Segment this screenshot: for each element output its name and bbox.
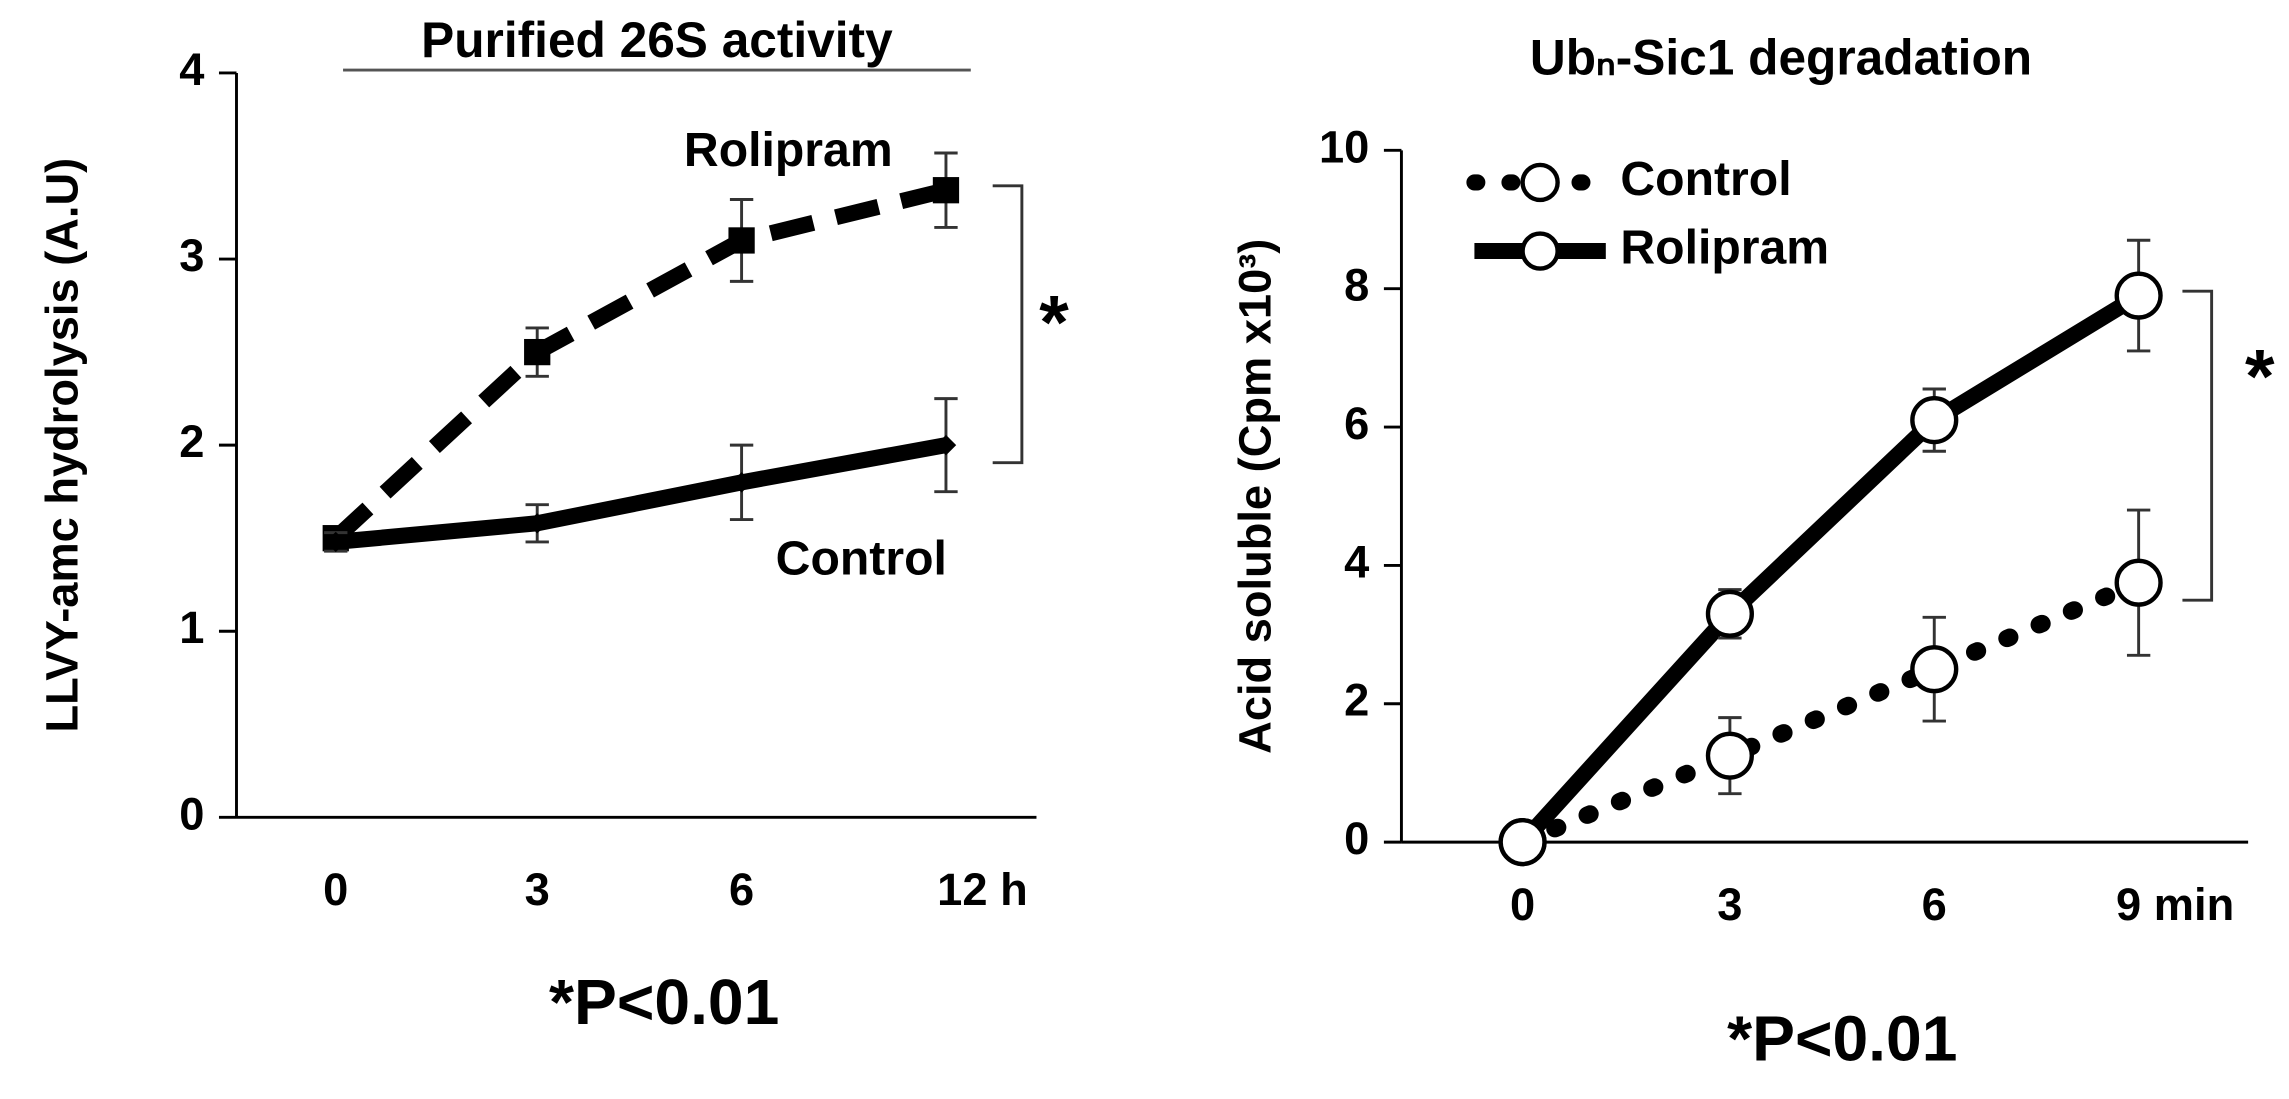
marker bbox=[2114, 271, 2163, 320]
series-line bbox=[335, 437, 948, 550]
marker bbox=[1705, 731, 1754, 780]
series-label: Rolipram bbox=[684, 123, 893, 177]
significance-bracket bbox=[992, 184, 1024, 465]
legend-marker bbox=[1520, 162, 1560, 203]
marker bbox=[731, 472, 752, 493]
series-line bbox=[330, 182, 948, 545]
series-line bbox=[1516, 288, 2143, 848]
y-tick-label: 4 bbox=[179, 44, 204, 95]
y-tick-label: 2 bbox=[1344, 675, 1369, 726]
x-tick-label: 3 bbox=[1717, 879, 1742, 930]
y-axis-label: Acid soluble (Cpm x10³) bbox=[1229, 239, 1280, 754]
x-tick-label: 3 bbox=[525, 864, 550, 915]
y-axis-label: LLVY-amc hydrolysis (A.U) bbox=[37, 158, 88, 733]
series-label: Control bbox=[776, 532, 947, 586]
marker bbox=[728, 227, 755, 254]
chart-title: Purified 26S activity bbox=[421, 12, 893, 68]
marker bbox=[1498, 818, 1547, 867]
y-tick-label: 2 bbox=[179, 416, 204, 467]
marker bbox=[1705, 589, 1754, 638]
legend-label: Control bbox=[1620, 152, 1791, 206]
x-tick-label: 9 min bbox=[2116, 879, 2234, 930]
marker bbox=[1910, 645, 1959, 694]
marker bbox=[524, 338, 551, 366]
y-tick-label: 0 bbox=[1344, 813, 1369, 864]
y-tick-label: 8 bbox=[1344, 260, 1369, 311]
legend-marker bbox=[1520, 231, 1560, 271]
x-tick-label: 0 bbox=[1510, 879, 1535, 930]
significance-bracket bbox=[2182, 289, 2214, 602]
marker bbox=[1910, 396, 1959, 445]
p-value-note: *P<0.01 bbox=[1727, 1003, 1957, 1075]
x-tick-label: 6 bbox=[729, 864, 754, 915]
marker bbox=[526, 513, 548, 534]
chart-title: Ubₙ-Sic1 degradation bbox=[1530, 29, 2032, 85]
marker bbox=[932, 177, 960, 204]
significance-star: * bbox=[2245, 334, 2275, 419]
x-tick-label: 0 bbox=[323, 864, 348, 915]
y-tick-label: 3 bbox=[179, 230, 204, 281]
legend-label: Rolipram bbox=[1620, 221, 1829, 275]
marker bbox=[325, 531, 346, 553]
p-value-note: *P<0.01 bbox=[549, 966, 779, 1038]
x-tick-label: 12 h bbox=[937, 864, 1028, 915]
series-line bbox=[1513, 573, 2148, 851]
marker bbox=[2114, 558, 2163, 607]
y-tick-label: 1 bbox=[179, 602, 204, 653]
marker bbox=[935, 434, 957, 456]
y-tick-label: 0 bbox=[179, 788, 204, 839]
x-tick-label: 6 bbox=[1922, 879, 1947, 930]
significance-star: * bbox=[1039, 280, 1069, 365]
y-tick-label: 10 bbox=[1319, 121, 1369, 172]
y-tick-label: 6 bbox=[1344, 398, 1369, 449]
y-tick-label: 4 bbox=[1344, 536, 1369, 587]
